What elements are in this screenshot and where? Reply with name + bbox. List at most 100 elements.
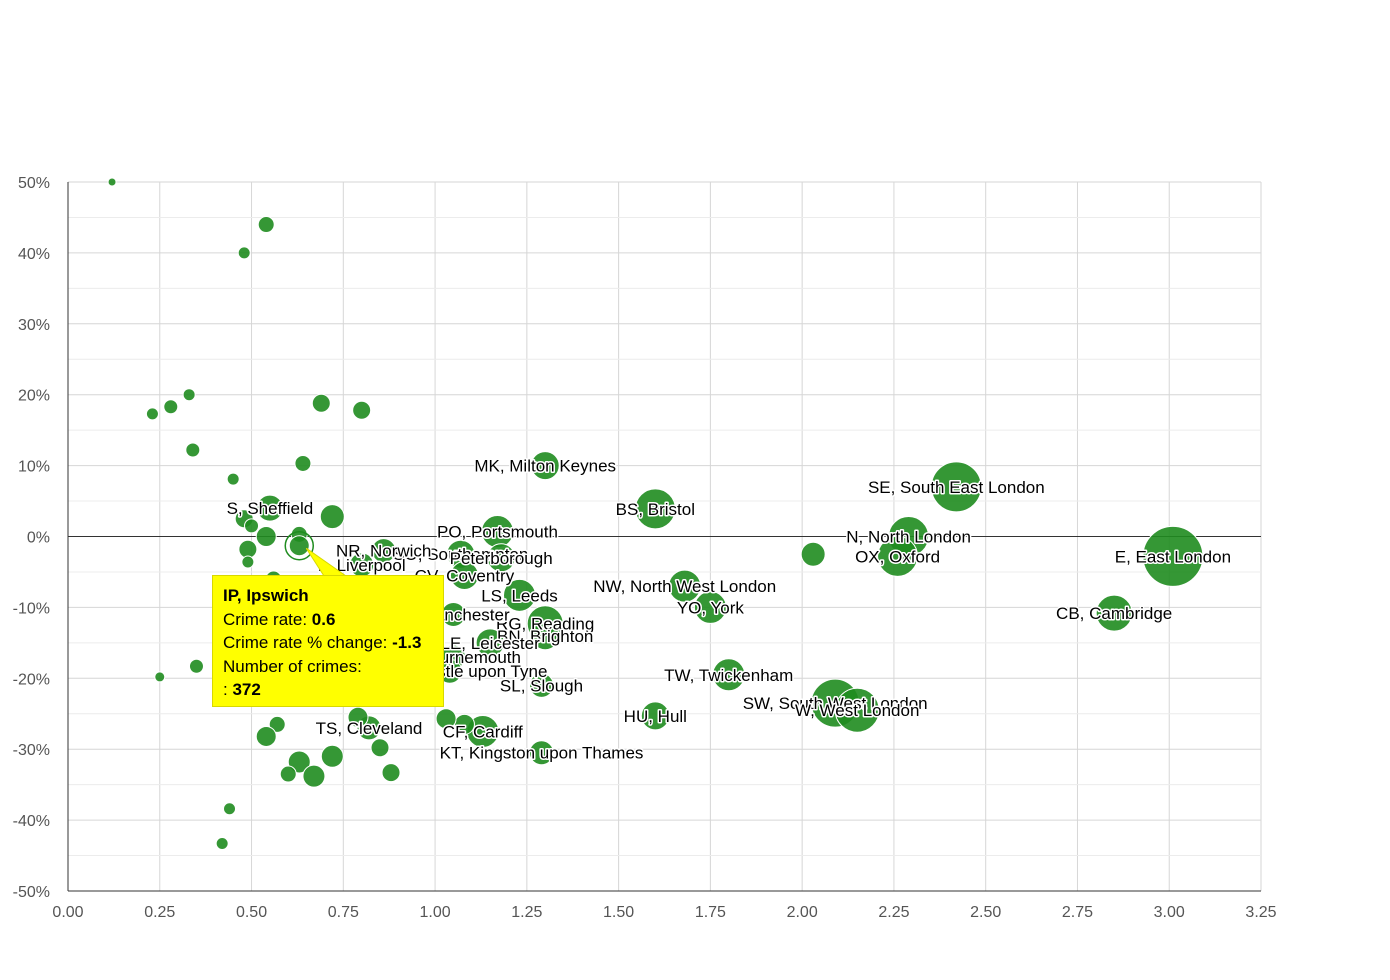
data-bubble bbox=[319, 504, 345, 530]
data-bubble bbox=[255, 725, 277, 747]
data-bubble bbox=[107, 177, 117, 187]
bubbles bbox=[107, 177, 1204, 850]
data-bubble bbox=[256, 494, 284, 522]
tooltip-pointer bbox=[306, 548, 348, 577]
x-tick-label: 0.75 bbox=[328, 904, 359, 921]
data-bubble bbox=[302, 764, 326, 788]
y-tick-label: 10% bbox=[18, 459, 50, 476]
bubble-label: KT, Kingston upon Thames bbox=[440, 744, 644, 763]
data-bubble bbox=[311, 393, 331, 413]
data-bubble bbox=[287, 750, 311, 774]
x-tick-label: 0.00 bbox=[52, 904, 83, 921]
x-tick-label: 3.25 bbox=[1245, 904, 1276, 921]
bubble-label: Peterborough bbox=[450, 549, 553, 568]
data-bubble bbox=[370, 738, 390, 758]
data-bubble bbox=[529, 672, 555, 698]
bubble-label: CF, Cardiff bbox=[443, 722, 523, 741]
data-bubble bbox=[486, 543, 516, 573]
data-bubble bbox=[1095, 594, 1133, 632]
axes bbox=[67, 182, 1261, 892]
data-bubble bbox=[237, 246, 251, 260]
data-bubble bbox=[877, 535, 919, 577]
bubble-label: SW, South West London bbox=[743, 694, 928, 713]
tooltip-count-prefix: : bbox=[223, 680, 233, 699]
data-bubble bbox=[530, 621, 560, 651]
data-bubble bbox=[530, 451, 560, 481]
tooltip-rate-value: 0.6 bbox=[311, 609, 336, 629]
data-bubble bbox=[352, 400, 372, 420]
bubble-label: SE, South East London bbox=[868, 478, 1045, 497]
bubble-label: SO, Southampton bbox=[393, 545, 528, 564]
bubble-label: TW, Twickenham bbox=[664, 666, 793, 685]
data-bubble bbox=[371, 538, 397, 564]
data-bubble bbox=[449, 560, 479, 590]
bubble-label: S, Sheffield bbox=[227, 499, 314, 518]
data-bubble bbox=[145, 407, 159, 421]
data-bubble bbox=[241, 555, 255, 569]
tooltip-count-label-row: Number of crimes: bbox=[223, 655, 433, 679]
data-bubble bbox=[712, 658, 746, 692]
data-bubble bbox=[268, 715, 286, 733]
bubble-label: BS, Bristol bbox=[616, 500, 695, 519]
data-bubble bbox=[185, 442, 201, 458]
bubble-label: RG, Reading bbox=[496, 615, 594, 634]
data-bubble bbox=[223, 802, 237, 816]
bubble-label: LS, Leeds bbox=[481, 586, 558, 605]
tooltip: IP, Ipswich Crime rate: 0.6 Crime rate %… bbox=[212, 575, 444, 707]
data-bubble bbox=[668, 569, 702, 603]
x-tick-label: 2.75 bbox=[1062, 904, 1093, 921]
data-bubble bbox=[693, 590, 727, 624]
data-bubble bbox=[1142, 525, 1204, 587]
x-tick-label: 0.25 bbox=[144, 904, 175, 921]
data-bubble bbox=[930, 461, 982, 513]
x-tick-label: 1.00 bbox=[420, 904, 451, 921]
bubble-label: NW, North West London bbox=[593, 577, 776, 596]
data-bubble bbox=[503, 578, 537, 612]
x-tick-label: 2.25 bbox=[878, 904, 909, 921]
y-tick-label: 30% bbox=[18, 317, 50, 334]
bubble-label: LE, Leicester bbox=[441, 634, 541, 653]
x-tick-label: 2.00 bbox=[787, 904, 818, 921]
y-tick-label: -10% bbox=[13, 600, 50, 617]
data-bubble bbox=[154, 671, 166, 683]
data-bubble bbox=[634, 488, 676, 530]
tooltip-change-row: Crime rate % change: -1.3 bbox=[223, 631, 433, 655]
highlight-ring bbox=[284, 530, 315, 561]
y-axis-ticks: 50% 40% 30% 20% 10% 0% -10% -20% -30% -40% -50% bbox=[13, 175, 50, 901]
data-bubble bbox=[640, 701, 670, 731]
bubble-label: TS, Cleveland bbox=[316, 719, 423, 738]
x-tick-label: 1.25 bbox=[511, 904, 542, 921]
tooltip-title-row: IP, Ipswich bbox=[223, 584, 433, 608]
x-tick-label: 0.50 bbox=[236, 904, 267, 921]
y-tick-label: -30% bbox=[13, 742, 50, 759]
y-tick-label: 0% bbox=[27, 530, 50, 547]
bubble-label: PO, Portsmouth bbox=[437, 523, 558, 542]
data-bubble bbox=[257, 216, 275, 234]
bubble-label: CB, Cambridge bbox=[1056, 604, 1172, 623]
y-tick-label: 50% bbox=[18, 175, 50, 192]
data-bubble bbox=[255, 526, 277, 547]
tooltip-rate-label: Crime rate: bbox=[223, 609, 312, 629]
bubble-label: SL, Slough bbox=[500, 676, 583, 695]
data-bubble bbox=[188, 658, 204, 674]
tooltip-count-label: Number of crimes: bbox=[223, 656, 362, 676]
bubble-label: W, West London bbox=[795, 701, 919, 720]
bubble-label: OX, Oxford bbox=[855, 547, 940, 566]
data-bubble bbox=[320, 744, 344, 768]
data-bubble bbox=[163, 399, 179, 415]
data-bubble bbox=[435, 708, 457, 730]
bubble-label: E, East London bbox=[1115, 547, 1231, 566]
y-tick-label: 40% bbox=[18, 246, 50, 263]
bubble-label: NR, Norwich bbox=[336, 542, 431, 561]
x-tick-label: 1.50 bbox=[603, 904, 634, 921]
y-tick-label: -50% bbox=[13, 884, 50, 901]
data-bubble bbox=[529, 740, 555, 766]
data-bubble bbox=[215, 836, 229, 850]
data-bubble bbox=[182, 388, 196, 402]
y-tick-label: -40% bbox=[13, 813, 50, 830]
data-bubble bbox=[347, 706, 369, 728]
y-tick-label: -20% bbox=[13, 671, 50, 688]
tooltip-change-label: Crime rate % change: bbox=[223, 633, 393, 652]
tooltip-change-value: -1.3 bbox=[392, 633, 422, 652]
